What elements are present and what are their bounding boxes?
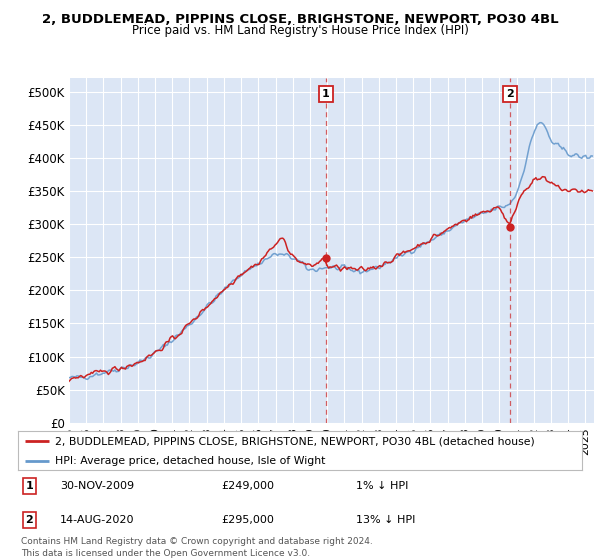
Text: 14-AUG-2020: 14-AUG-2020 (60, 515, 135, 525)
Text: HPI: Average price, detached house, Isle of Wight: HPI: Average price, detached house, Isle… (55, 456, 325, 466)
Text: 2, BUDDLEMEAD, PIPPINS CLOSE, BRIGHSTONE, NEWPORT, PO30 4BL (detached house): 2, BUDDLEMEAD, PIPPINS CLOSE, BRIGHSTONE… (55, 436, 535, 446)
Text: 30-NOV-2009: 30-NOV-2009 (60, 481, 134, 491)
Text: £249,000: £249,000 (221, 481, 274, 491)
Text: 1: 1 (322, 89, 329, 99)
Text: Contains HM Land Registry data © Crown copyright and database right 2024.
This d: Contains HM Land Registry data © Crown c… (21, 537, 373, 558)
Text: 2, BUDDLEMEAD, PIPPINS CLOSE, BRIGHSTONE, NEWPORT, PO30 4BL: 2, BUDDLEMEAD, PIPPINS CLOSE, BRIGHSTONE… (41, 13, 559, 26)
Text: £295,000: £295,000 (221, 515, 274, 525)
Text: 1% ↓ HPI: 1% ↓ HPI (356, 481, 409, 491)
Text: 1: 1 (25, 481, 33, 491)
Text: Price paid vs. HM Land Registry's House Price Index (HPI): Price paid vs. HM Land Registry's House … (131, 24, 469, 38)
Text: 13% ↓ HPI: 13% ↓ HPI (356, 515, 416, 525)
Text: 2: 2 (25, 515, 33, 525)
Text: 2: 2 (506, 89, 514, 99)
